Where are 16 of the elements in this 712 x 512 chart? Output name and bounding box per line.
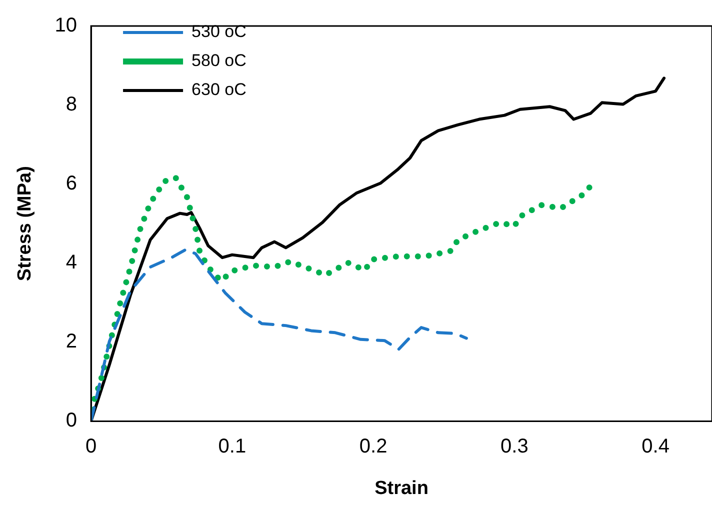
x-tick-label: 0 bbox=[85, 436, 97, 458]
line-series bbox=[91, 248, 468, 422]
x-axis-title: Strain bbox=[374, 478, 428, 499]
y-tick-label: 8 bbox=[66, 94, 78, 116]
x-tick-label: 0.2 bbox=[359, 436, 388, 458]
y-axis-title: Stress (MPa) bbox=[14, 166, 36, 282]
y-tick-label: 6 bbox=[66, 172, 78, 195]
y-tick-label: 10 bbox=[54, 14, 78, 37]
x-tick-label: 0.3 bbox=[500, 436, 528, 458]
x-tick-label: 0.4 bbox=[642, 436, 670, 458]
y-tick-label: 0 bbox=[66, 410, 78, 432]
y-tick-label: 4 bbox=[66, 252, 78, 274]
legend-label: 580 oC bbox=[192, 51, 246, 70]
x-tick-label: 0.1 bbox=[218, 436, 246, 458]
y-tick-label: 2 bbox=[66, 330, 78, 353]
legend-label: 630 oC bbox=[192, 80, 246, 100]
